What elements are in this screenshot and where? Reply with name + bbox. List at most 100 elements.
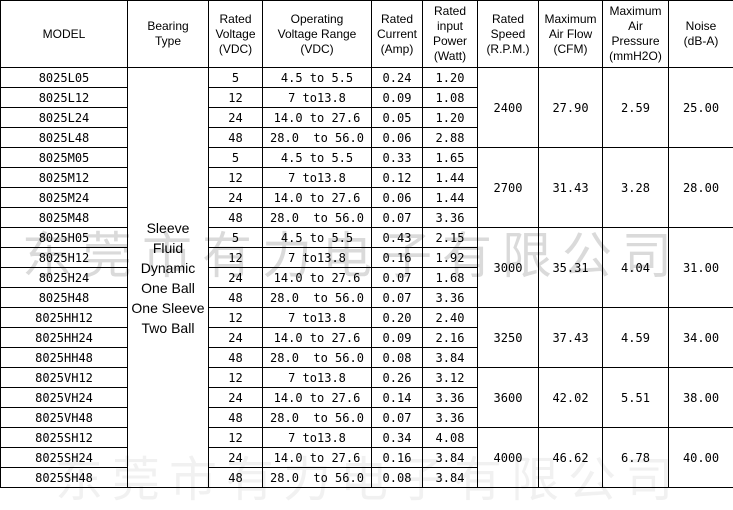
rated-current-cell: 0.34 [372,428,423,448]
voltage-range-cell: 7 to13.8 [263,428,372,448]
rated-voltage-cell: 24 [209,388,263,408]
column-header-air-flow: Maximum Air Flow (CFM) [539,1,603,68]
air-flow-cell: 35.31 [539,228,603,308]
rated-power-cell: 3.84 [423,348,478,368]
column-header-voltage-range: Operating Voltage Range (VDC) [263,1,372,68]
model-cell: 8025M24 [1,188,128,208]
voltage-range-cell: 14.0 to 27.6 [263,388,372,408]
rated-power-cell: 4.08 [423,428,478,448]
rated-voltage-cell: 24 [209,328,263,348]
rated-current-cell: 0.08 [372,348,423,368]
voltage-range-cell: 14.0 to 27.6 [263,268,372,288]
voltage-range-cell: 28.0 to 56.0 [263,408,372,428]
rated-current-cell: 0.09 [372,88,423,108]
header-row: MODEL Bearing Type Rated Voltage (VDC) O… [1,1,733,68]
air-flow-cell: 46.62 [539,428,603,488]
air-flow-cell: 31.43 [539,148,603,228]
rated-power-cell: 2.16 [423,328,478,348]
model-cell: 8025SH24 [1,448,128,468]
rated-voltage-cell: 12 [209,368,263,388]
rated-voltage-cell: 12 [209,88,263,108]
rated-speed-cell: 2700 [478,148,539,228]
rated-current-cell: 0.26 [372,368,423,388]
voltage-range-cell: 14.0 to 27.6 [263,448,372,468]
rated-current-cell: 0.06 [372,188,423,208]
rated-power-cell: 1.44 [423,188,478,208]
rated-power-cell: 3.84 [423,448,478,468]
rated-current-cell: 0.09 [372,328,423,348]
rated-speed-cell: 2400 [478,68,539,148]
rated-voltage-cell: 12 [209,308,263,328]
voltage-range-cell: 7 to13.8 [263,248,372,268]
rated-current-cell: 0.06 [372,128,423,148]
air-pressure-cell: 5.51 [603,368,669,428]
noise-cell: 38.00 [669,368,733,428]
rated-voltage-cell: 5 [209,228,263,248]
rated-power-cell: 3.36 [423,288,478,308]
noise-cell: 28.00 [669,148,733,228]
model-cell: 8025H24 [1,268,128,288]
model-cell: 8025VH24 [1,388,128,408]
model-cell: 8025SH48 [1,468,128,488]
rated-voltage-cell: 24 [209,108,263,128]
rated-voltage-cell: 24 [209,188,263,208]
column-header-rated-voltage: Rated Voltage (VDC) [209,1,263,68]
voltage-range-cell: 28.0 to 56.0 [263,288,372,308]
voltage-range-cell: 4.5 to 5.5 [263,228,372,248]
rated-voltage-cell: 5 [209,148,263,168]
air-pressure-cell: 4.59 [603,308,669,368]
fan-spec-table: MODEL Bearing Type Rated Voltage (VDC) O… [0,0,733,488]
voltage-range-cell: 4.5 to 5.5 [263,68,372,88]
rated-current-cell: 0.14 [372,388,423,408]
rated-current-cell: 0.43 [372,228,423,248]
rated-speed-cell: 4000 [478,428,539,488]
rated-current-cell: 0.20 [372,308,423,328]
column-header-rated-speed: Rated Speed (R.P.M.) [478,1,539,68]
table-header: MODEL Bearing Type Rated Voltage (VDC) O… [1,1,733,68]
rated-power-cell: 3.36 [423,208,478,228]
model-cell: 8025HH24 [1,328,128,348]
air-flow-cell: 42.02 [539,368,603,428]
rated-power-cell: 3.12 [423,368,478,388]
voltage-range-cell: 28.0 to 56.0 [263,468,372,488]
rated-current-cell: 0.16 [372,248,423,268]
rated-current-cell: 0.24 [372,68,423,88]
model-cell: 8025H48 [1,288,128,308]
rated-power-cell: 3.84 [423,468,478,488]
model-cell: 8025HH48 [1,348,128,368]
rated-voltage-cell: 48 [209,408,263,428]
air-pressure-cell: 2.59 [603,68,669,148]
rated-voltage-cell: 5 [209,68,263,88]
rated-power-cell: 3.36 [423,408,478,428]
model-cell: 8025VH12 [1,368,128,388]
voltage-range-cell: 14.0 to 27.6 [263,188,372,208]
voltage-range-cell: 7 to13.8 [263,168,372,188]
rated-current-cell: 0.33 [372,148,423,168]
column-header-rated-current: Rated Current (Amp) [372,1,423,68]
air-flow-cell: 37.43 [539,308,603,368]
rated-voltage-cell: 12 [209,428,263,448]
noise-cell: 34.00 [669,308,733,368]
rated-voltage-cell: 24 [209,268,263,288]
noise-cell: 31.00 [669,228,733,308]
rated-power-cell: 1.20 [423,68,478,88]
model-cell: 8025VH48 [1,408,128,428]
column-header-bearing-type: Bearing Type [128,1,209,68]
rated-current-cell: 0.07 [372,288,423,308]
rated-speed-cell: 3600 [478,368,539,428]
voltage-range-cell: 7 to13.8 [263,368,372,388]
rated-power-cell: 3.36 [423,388,478,408]
rated-voltage-cell: 12 [209,168,263,188]
voltage-range-cell: 14.0 to 27.6 [263,328,372,348]
air-pressure-cell: 4.04 [603,228,669,308]
air-pressure-cell: 3.28 [603,148,669,228]
rated-power-cell: 1.68 [423,268,478,288]
rated-power-cell: 2.15 [423,228,478,248]
